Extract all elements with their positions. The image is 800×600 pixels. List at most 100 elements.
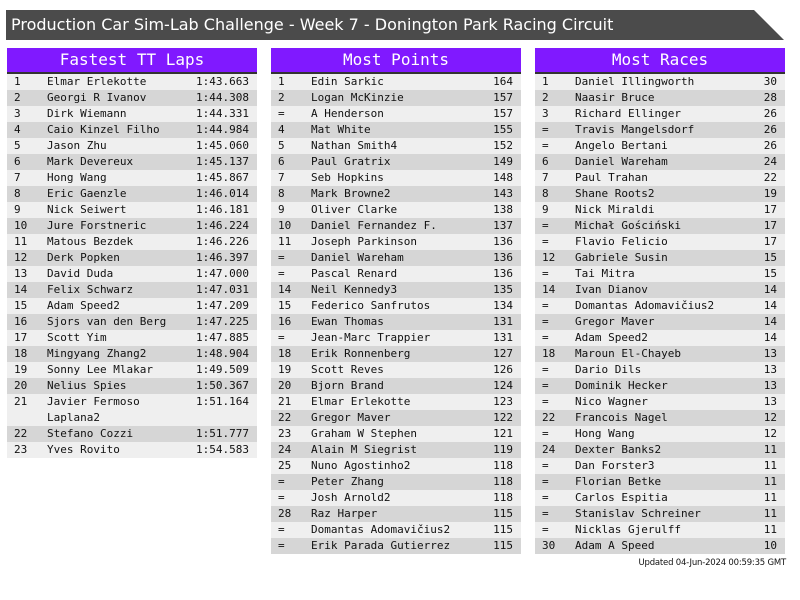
rank-cell: = (278, 251, 285, 264)
rank-cell: 9 (14, 203, 21, 216)
value-cell: 1:45.060 (196, 139, 249, 152)
name-cell: Federico Sanfrutos (311, 299, 431, 312)
table-row: = Domantas Adomavičius2 14 (535, 298, 785, 314)
table-row: 9 Nick Miraldi 17 (535, 202, 785, 218)
rank-cell: 24 (542, 443, 556, 456)
name-cell: Michał Gościński (575, 219, 681, 232)
page-title: Production Car Sim-Lab Challenge - Week … (6, 10, 784, 40)
value-cell: 15 (763, 267, 777, 280)
name-cell: Dan Forster3 (575, 459, 655, 472)
value-cell: 11 (763, 507, 777, 520)
value-cell: 1:48.904 (196, 347, 249, 360)
rank-cell: = (542, 299, 549, 312)
value-cell: 131 (493, 331, 513, 344)
table-row: 18 Maroun El-Chayeb 13 (535, 346, 785, 362)
table-row: 12 Gabriele Susin 15 (535, 250, 785, 266)
name-cell: Dario Dils (575, 363, 642, 376)
table-row: 8 Shane Roots2 19 (535, 186, 785, 202)
rank-cell: 3 (14, 107, 21, 120)
rank-cell: 4 (14, 123, 21, 136)
table-row: 9 Oliver Clarke 138 (271, 202, 521, 218)
rank-cell: 28 (278, 507, 292, 520)
value-cell: 115 (493, 539, 513, 552)
name-cell: Peter Zhang (311, 475, 384, 488)
value-cell: 121 (493, 427, 513, 440)
leaderboard-table: 1 Edin Sarkic 164 2 Logan McKinzie 157 = A Hend… (271, 74, 521, 554)
rank-cell: 6 (278, 155, 285, 168)
name-cell: Angelo Bertani (575, 139, 668, 152)
table-row: = Carlos Espitia 11 (535, 490, 785, 506)
table-row: 17 Scott Yim 1:47.885 (7, 330, 257, 346)
rank-cell: 8 (14, 187, 21, 200)
table-row: 1 Daniel Illingworth 30 (535, 74, 785, 90)
value-cell: 12 (763, 411, 777, 424)
name-cell: Erik Ronnenberg (311, 347, 411, 360)
name-cell: Daniel Fernandez F. (311, 219, 437, 232)
rank-cell: 10 (14, 219, 28, 232)
panel-title: Most Races (535, 48, 785, 74)
table-row: 14 Ivan Dianov 14 (535, 282, 785, 298)
name-cell: Tai Mitra (575, 267, 635, 280)
value-cell: 19 (763, 187, 777, 200)
value-cell: 1:44.984 (196, 123, 249, 136)
table-row: 22 Stefano Cozzi 1:51.777 (7, 426, 257, 442)
rank-cell: 8 (542, 187, 549, 200)
table-row: = Adam Speed2 14 (535, 330, 785, 346)
table-row: 7 Paul Trahan 22 (535, 170, 785, 186)
table-row: 14 Neil Kennedy3 135 (271, 282, 521, 298)
rank-cell: 4 (278, 123, 285, 136)
value-cell: 12 (763, 427, 777, 440)
table-row: 3 Dirk Wiemann 1:44.331 (7, 106, 257, 122)
table-row: 4 Mat White 155 (271, 122, 521, 138)
value-cell: 11 (763, 443, 777, 456)
value-cell: 1:51.777 (196, 427, 249, 440)
rank-cell: 20 (14, 379, 28, 392)
name-cell: Georgi R Ivanov (47, 91, 147, 104)
rank-cell: 2 (278, 91, 285, 104)
table-row: 21 Javier Fermoso Laplana2 1:51.164 (7, 394, 257, 426)
name-cell: Hong Wang (575, 427, 635, 440)
value-cell: 11 (763, 475, 777, 488)
table-row: = Josh Arnold2 118 (271, 490, 521, 506)
value-cell: 127 (493, 347, 513, 360)
name-cell: Shane Roots2 (575, 187, 655, 200)
rank-cell: 3 (542, 107, 549, 120)
value-cell: 149 (493, 155, 513, 168)
table-row: 28 Raz Harper 115 (271, 506, 521, 522)
name-cell: Pascal Renard (311, 267, 398, 280)
rank-cell: 12 (542, 251, 556, 264)
rank-cell: 15 (14, 299, 28, 312)
value-cell: 13 (763, 347, 777, 360)
name-cell: Edin Sarkic (311, 75, 384, 88)
name-cell: Mat White (311, 123, 371, 136)
value-cell: 26 (763, 123, 777, 136)
name-cell: Josh Arnold2 (311, 491, 391, 504)
table-row: 7 Hong Wang 1:45.867 (7, 170, 257, 186)
table-row: 6 Daniel Wareham 24 (535, 154, 785, 170)
name-cell: Ewan Thomas (311, 315, 384, 328)
rank-cell: 8 (278, 187, 285, 200)
name-cell: Gabriele Susin (575, 251, 668, 264)
most-races-panel: Most Races 1 Daniel Illingworth 30 2 Naasir … (535, 48, 785, 554)
rank-cell: 21 (14, 395, 28, 408)
value-cell: 15 (763, 251, 777, 264)
value-cell: 26 (763, 107, 777, 120)
name-cell: Raz Harper (311, 507, 378, 520)
table-row: 22 Francois Nagel 12 (535, 410, 785, 426)
table-row: = Dario Dils 13 (535, 362, 785, 378)
value-cell: 124 (493, 379, 513, 392)
rank-cell: 20 (278, 379, 292, 392)
rank-cell: 11 (278, 235, 292, 248)
table-row: = Nico Wagner 13 (535, 394, 785, 410)
value-cell: 135 (493, 283, 513, 296)
rank-cell: = (542, 491, 549, 504)
name-cell: Carlos Espitia (575, 491, 668, 504)
table-row: = Dan Forster3 11 (535, 458, 785, 474)
table-row: = Dominik Hecker 13 (535, 378, 785, 394)
rank-cell: 2 (14, 91, 21, 104)
value-cell: 118 (493, 491, 513, 504)
name-cell: Travis Mangelsdorf (575, 123, 695, 136)
name-cell: Bjorn Brand (311, 379, 384, 392)
name-cell: Scott Reves (311, 363, 384, 376)
value-cell: 1:51.164 (196, 395, 249, 408)
